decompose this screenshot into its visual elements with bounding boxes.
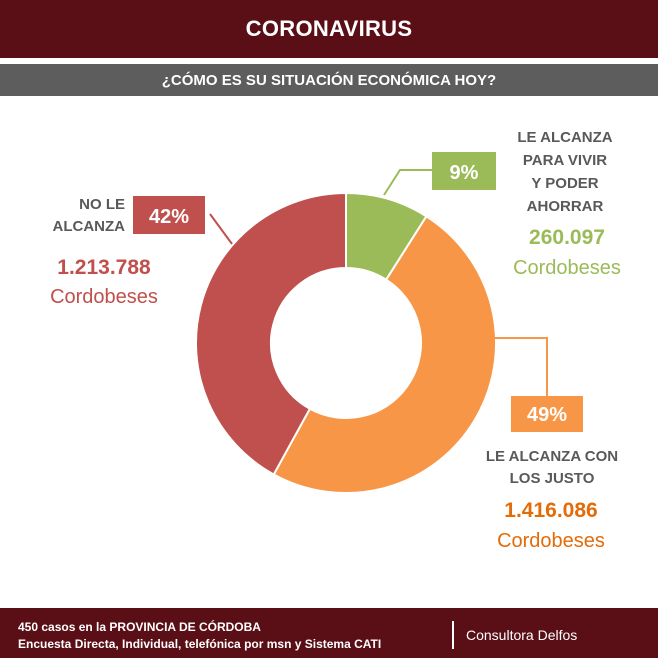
donut-slice-2 [195,191,347,476]
pct-box-1 [511,396,583,432]
footer-bar: 450 casos en la PROVINCIA DE CÓRDOBA Enc… [0,608,658,658]
question-bar: ¿CÓMO ES SU SITUACIÓN ECONÓMICA HOY? [0,64,658,96]
footer-divider [452,621,454,649]
category-label-0-3: AHORRAR [527,198,604,215]
category-label-1-0: LE ALCANZA CON [486,448,618,465]
category-label-1-1: LOS JUSTO [510,470,595,487]
pct-label-1: 49% [527,404,567,426]
count-unit-2: Cordobeses [50,286,158,308]
pct-box-2 [133,196,205,234]
category-label-2-0: NO LE [79,196,125,213]
leader-line-0 [383,169,432,196]
category-label-2-1: ALCANZA [53,218,126,235]
category-label-0-1: PARA VIVIR [523,152,607,169]
category-label-0-0: LE ALCANZA [517,129,612,146]
header-bar: CORONAVIRUS [0,0,658,58]
pct-box-0 [432,152,496,190]
brand-name: Consultora Delfos [466,627,578,643]
count-value-0: 260.097 [529,226,605,249]
donut-slice-1 [272,214,497,494]
count-value-2: 1.213.788 [57,256,151,279]
pct-label-0: 9% [450,162,479,184]
pct-label-2: 42% [149,206,189,228]
question-title: ¿CÓMO ES SU SITUACIÓN ECONÓMICA HOY? [161,71,497,89]
category-label-0-2: Y PODER [531,175,598,192]
sample-info: 450 casos en la PROVINCIA DE CÓRDOBA [18,620,261,634]
leader-line-1 [485,337,548,396]
leader-line-2 [209,213,233,245]
method-info: Encuesta Directa, Individual, telefónica… [18,637,382,651]
count-unit-1: Cordobeses [497,530,605,552]
count-value-1: 1.416.086 [504,499,597,522]
count-unit-0: Cordobeses [513,257,621,279]
page-title: CORONAVIRUS [245,16,413,41]
